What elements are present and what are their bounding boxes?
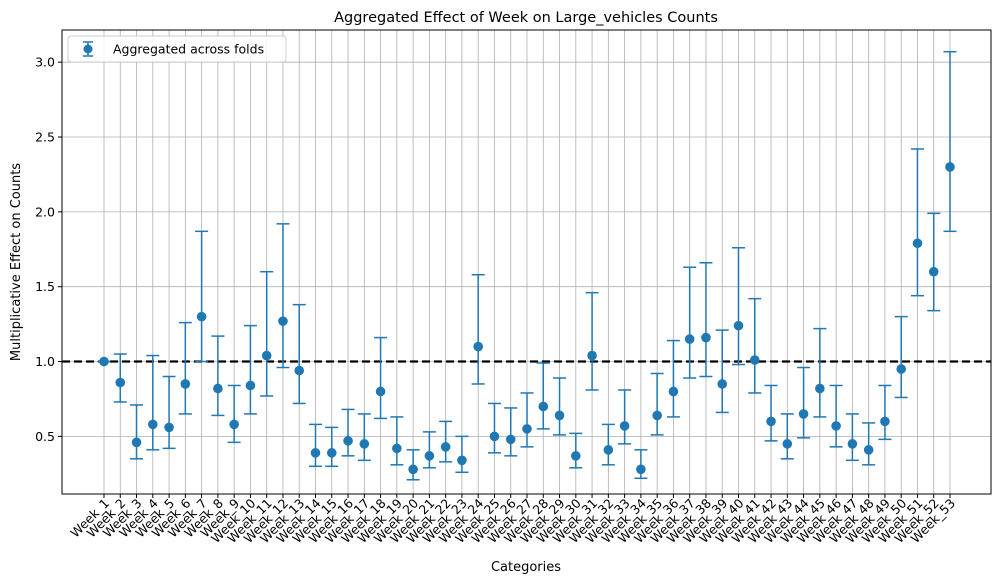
data-point — [131, 437, 142, 448]
data-point — [229, 419, 239, 430]
data-point — [636, 464, 646, 475]
data-point — [294, 365, 305, 376]
data-point — [278, 316, 288, 326]
data-point — [99, 356, 109, 367]
data-point — [668, 386, 679, 397]
data-point — [782, 439, 793, 449]
legend: Aggregated across folds — [67, 35, 287, 63]
data-point — [359, 439, 370, 449]
data-point — [326, 448, 337, 458]
data-point — [457, 455, 467, 466]
data-point — [912, 238, 923, 249]
data-point — [538, 401, 549, 412]
data-point — [880, 416, 890, 427]
y-tick-label: 2.5 — [35, 130, 55, 145]
data-point — [701, 332, 711, 343]
chart-title: Aggregated Effect of Week on Large_vehic… — [334, 10, 718, 26]
data-point — [554, 410, 565, 421]
data-point — [619, 421, 630, 431]
data-point — [310, 448, 321, 458]
data-point — [945, 162, 955, 172]
data-point — [522, 424, 532, 434]
data-point — [343, 436, 353, 446]
data-point — [717, 379, 728, 389]
data-point — [928, 266, 939, 277]
data-point — [196, 311, 207, 322]
legend-marker — [83, 44, 93, 54]
data-point — [164, 422, 174, 433]
data-point — [652, 410, 662, 421]
data-point — [148, 419, 158, 430]
data-point — [815, 383, 825, 394]
data-point — [798, 409, 809, 419]
data-point — [424, 451, 435, 461]
data-point — [180, 379, 191, 389]
data-point — [245, 380, 256, 391]
data-point — [766, 416, 776, 427]
data-point — [603, 445, 614, 455]
data-point — [505, 434, 516, 445]
y-axis: 0.5 1.0 1.5 2.0 2.5 3.0 — [35, 55, 62, 444]
legend-label: Aggregated across folds — [113, 42, 264, 57]
data-point — [831, 421, 841, 431]
data-point — [115, 377, 126, 388]
x-axis: Week_1Week_2Week_3Week_4Week_5Week_6Week… — [67, 494, 958, 546]
y-tick-label: 2.0 — [35, 204, 55, 219]
data-point — [392, 443, 402, 454]
y-tick-label: 1.0 — [35, 354, 55, 369]
y-tick-label: 0.5 — [35, 429, 55, 444]
data-point — [408, 464, 418, 475]
y-axis-label: Multiplicative Effect on Counts — [9, 163, 24, 361]
x-axis-label: Categories — [491, 560, 561, 575]
data-point — [473, 341, 483, 352]
data-point — [863, 445, 874, 455]
y-tick-label: 1.5 — [35, 279, 55, 294]
errorbar-layer — [97, 50, 957, 481]
data-point — [440, 442, 451, 452]
data-point — [571, 451, 581, 461]
data-point — [733, 320, 744, 331]
data-point — [684, 334, 695, 344]
data-point — [896, 364, 906, 374]
point-layer — [99, 162, 955, 475]
data-point — [749, 355, 760, 365]
data-point — [213, 383, 223, 394]
y-tick-label: 3.0 — [35, 55, 55, 70]
data-point — [847, 439, 858, 449]
data-point — [489, 431, 500, 442]
legend-box — [67, 35, 287, 63]
data-point — [587, 350, 597, 361]
data-point — [375, 386, 386, 397]
data-point — [261, 350, 272, 361]
